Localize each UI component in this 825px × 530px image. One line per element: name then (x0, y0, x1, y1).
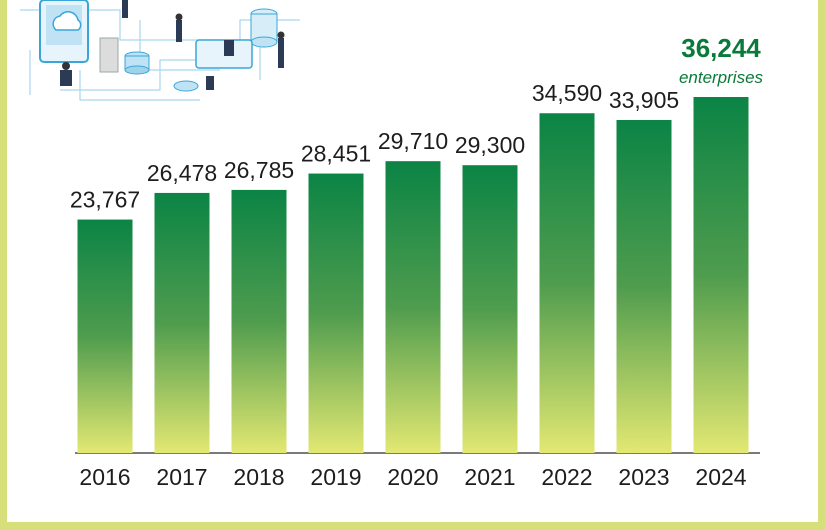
value-label-2016: 23,767 (70, 187, 140, 213)
value-label-2020: 29,710 (378, 128, 448, 154)
bar-2024 (693, 97, 749, 453)
frame-right-border (818, 0, 825, 530)
x-tick-label-2017: 2017 (156, 464, 207, 490)
frame-left-border (0, 0, 7, 530)
cloud-data-network-illustration (20, 0, 300, 101)
value-label-2023: 33,905 (609, 87, 679, 113)
bar-2017 (154, 192, 210, 453)
frame-bottom-border (0, 522, 825, 530)
value-label-2019: 28,451 (301, 141, 371, 167)
x-tick-label-2022: 2022 (541, 464, 592, 490)
bars-group (77, 97, 749, 454)
highlight-unit-label: enterprises (679, 68, 764, 87)
bar-2018 (231, 189, 287, 453)
value-label-2021: 29,300 (455, 132, 525, 158)
x-tick-label-2024: 2024 (695, 464, 746, 490)
x-tick-label-2023: 2023 (618, 464, 669, 490)
x-tick-label-2019: 2019 (310, 464, 361, 490)
x-tick-labels-group: 2016 2017 2018 2019 2020 2021 2022 2023 2024 (79, 464, 746, 490)
x-tick-label-2021: 2021 (464, 464, 515, 490)
value-label-2018: 26,785 (224, 157, 294, 183)
x-tick-label-2016: 2016 (79, 464, 130, 490)
highlight-value-label: 36,244 (681, 33, 761, 63)
value-labels-group: 23,767 26,478 26,785 28,451 29,710 29,300 34,5… (70, 80, 679, 212)
bar-2020 (385, 161, 441, 453)
bar-2016 (77, 219, 133, 453)
x-tick-label-2018: 2018 (233, 464, 284, 490)
bar-2023 (616, 119, 672, 453)
bar-2022 (539, 113, 595, 454)
x-tick-label-2020: 2020 (387, 464, 438, 490)
value-label-2017: 26,478 (147, 160, 217, 186)
bar-2021 (462, 165, 518, 453)
value-label-2022: 34,590 (532, 80, 602, 106)
bar-2019 (308, 173, 364, 454)
